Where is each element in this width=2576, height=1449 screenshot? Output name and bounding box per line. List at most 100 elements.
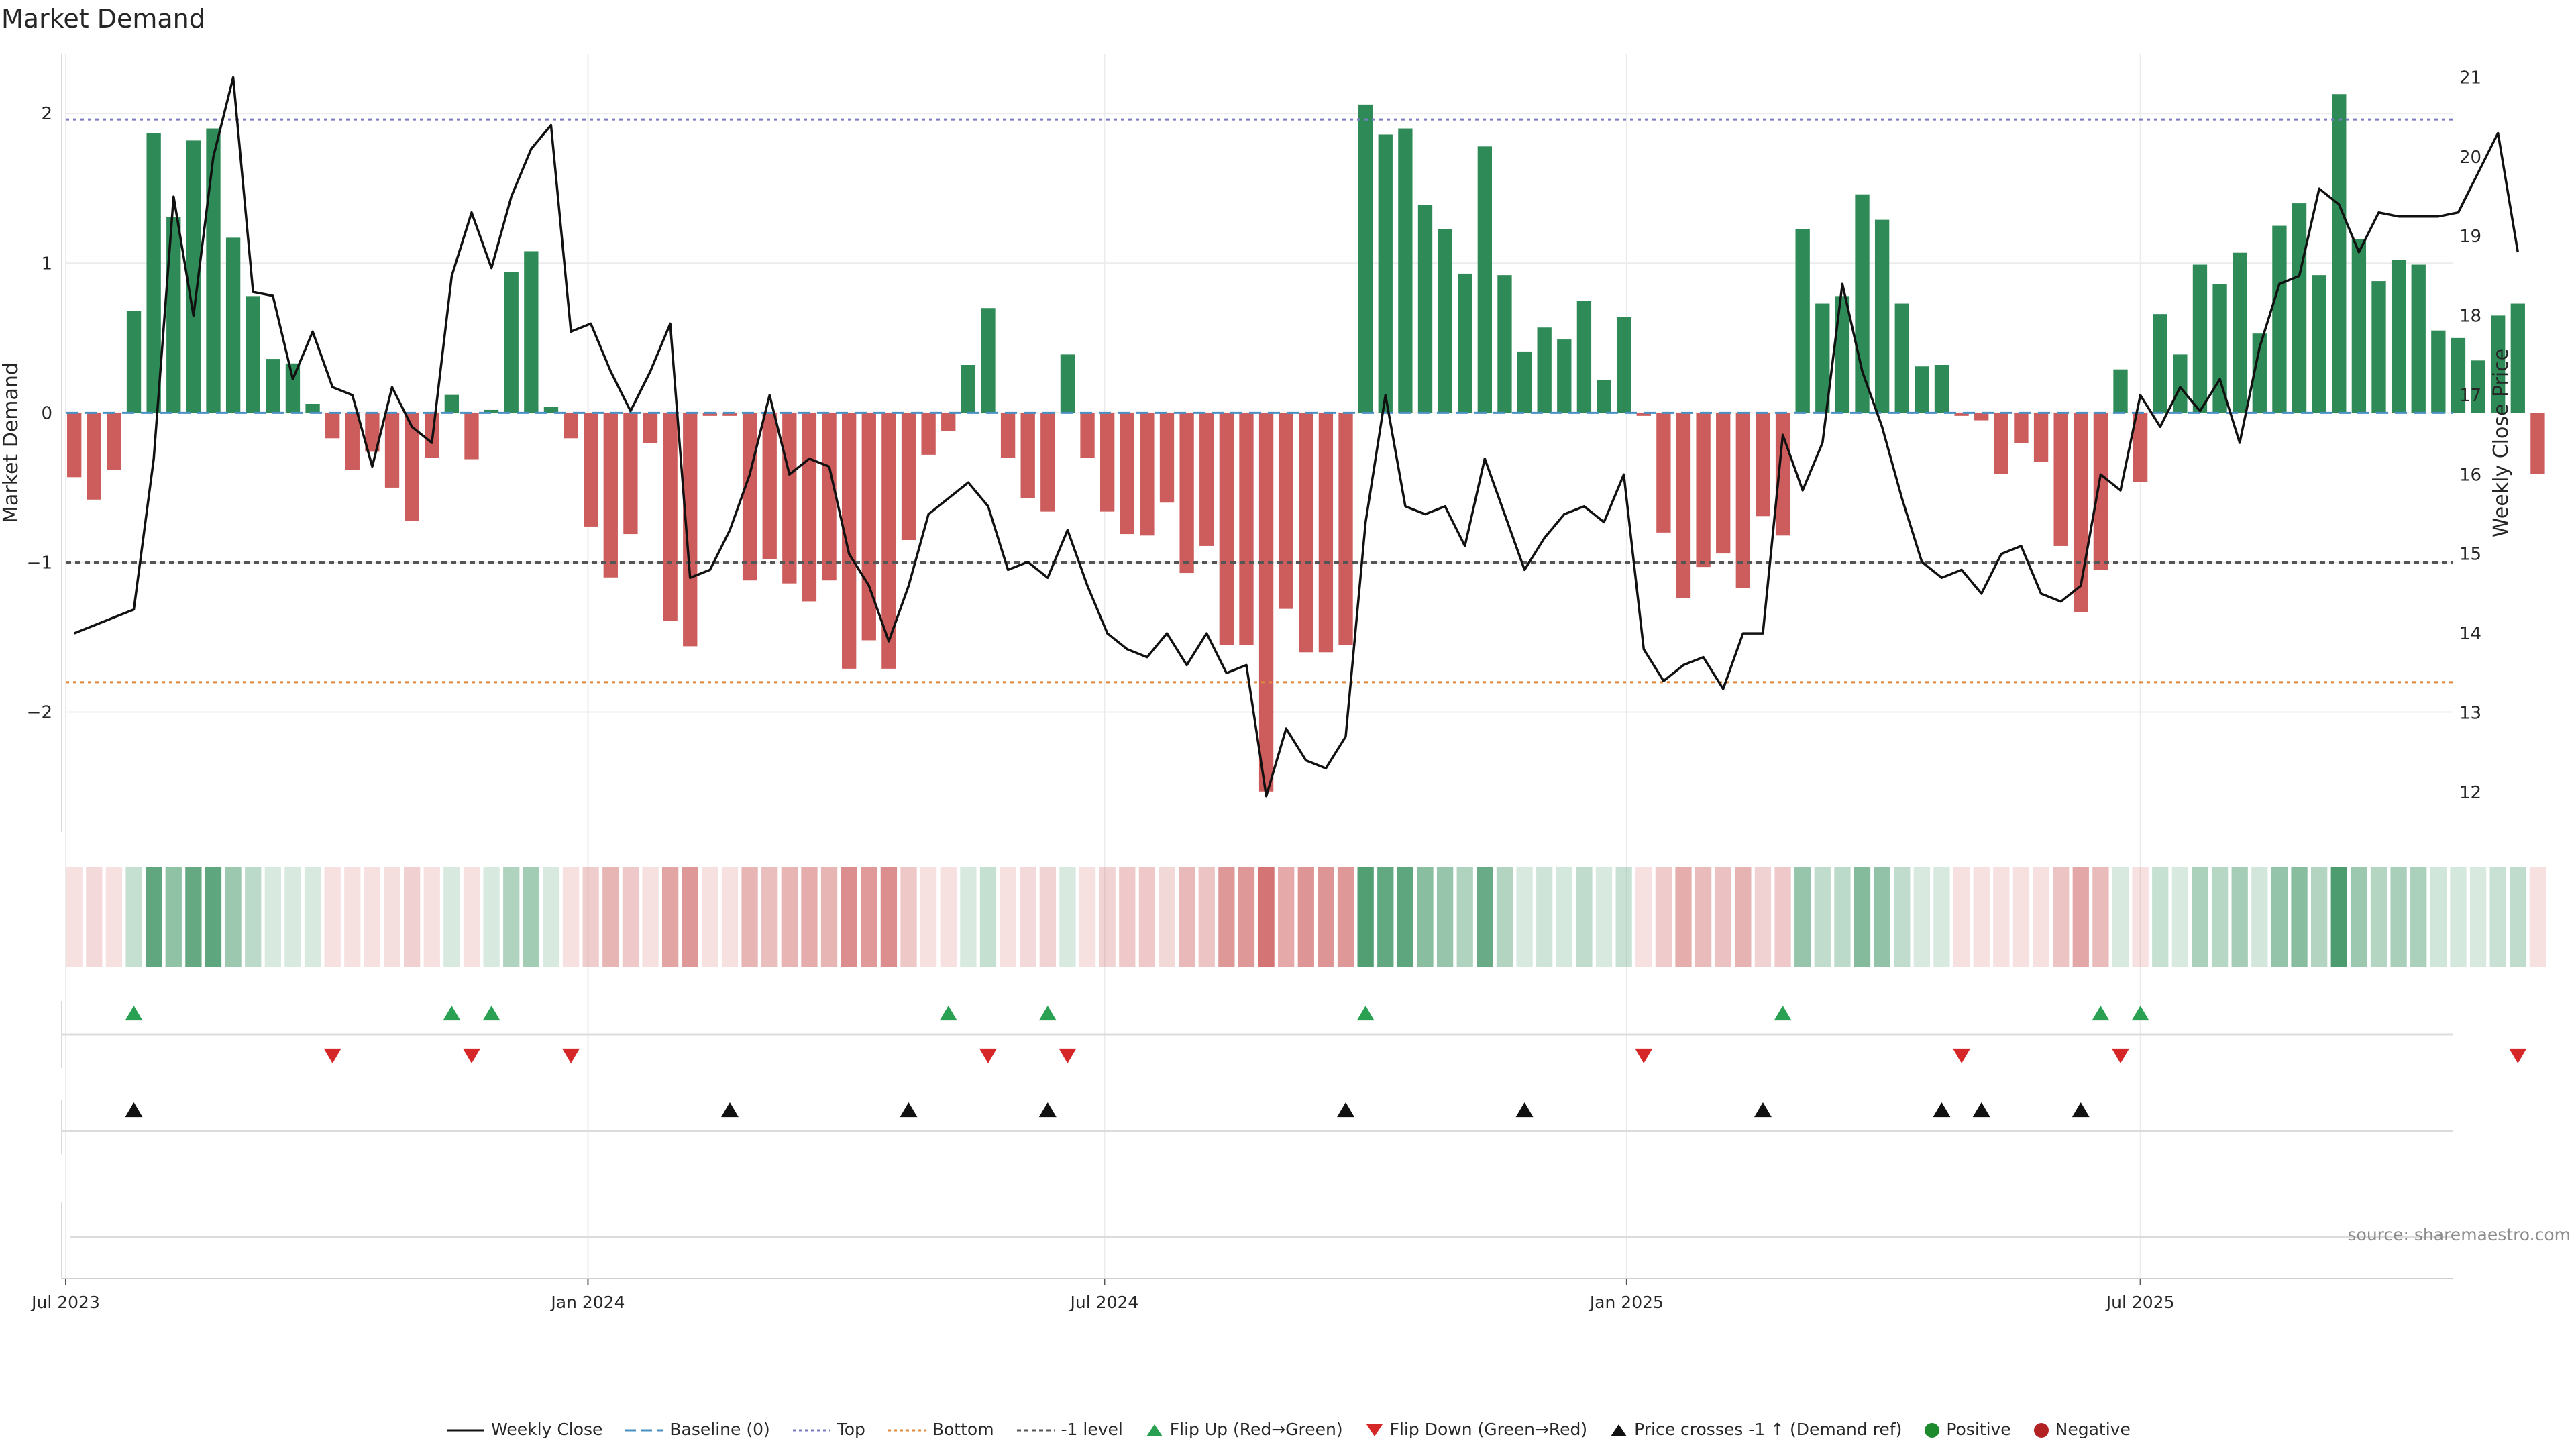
heat-cell: [2152, 867, 2169, 967]
legend-item-flip-up[interactable]: Flip Up (Red→Green): [1144, 1419, 1343, 1439]
heat-cell: [1516, 867, 1533, 967]
heat-cell: [960, 867, 977, 967]
demand-bar: [1140, 413, 1155, 536]
flip-down-marker: [1059, 1048, 1077, 1063]
demand-bar: [225, 237, 241, 413]
demand-bar: [2173, 354, 2188, 413]
heat-cell: [1477, 867, 1493, 967]
demand-bar: [1855, 194, 1870, 413]
demand-bar: [1179, 413, 1194, 574]
demand-bar: [742, 413, 757, 581]
legend-item-negative[interactable]: Negative: [2033, 1419, 2131, 1439]
legend-item-minus-one[interactable]: -1 level: [1016, 1419, 1123, 1439]
heat-cell: [105, 867, 123, 967]
demand-bar: [2371, 281, 2386, 413]
demand-bar: [1398, 128, 1413, 413]
heat-cell: [404, 867, 421, 967]
price-cross-marker: [900, 1102, 918, 1118]
dotted-line-swatch-icon: [888, 1429, 926, 1432]
heat-cell: [1973, 867, 1990, 967]
x-tick-label: Jul 2025: [2105, 1293, 2175, 1312]
heat-cell: [463, 867, 480, 967]
demand-bar: [1874, 219, 1890, 413]
heat-cell: [861, 867, 877, 967]
demand-bar: [722, 413, 737, 416]
demand-bar: [2113, 369, 2128, 413]
demand-bar: [107, 413, 121, 470]
demand-panel: [66, 76, 2545, 798]
legend-item-price-cross[interactable]: Price crosses -1 ↑ (Demand ref): [1609, 1419, 1902, 1439]
heat-cell: [2430, 867, 2447, 967]
heat-cell: [682, 867, 698, 967]
demand-bar: [2292, 203, 2307, 413]
demand-bar: [1835, 296, 1850, 413]
dashed-line-swatch-icon: [625, 1429, 663, 1432]
heat-cell: [1020, 867, 1036, 967]
demand-bar: [1497, 275, 1512, 413]
heat-cell: [1039, 867, 1056, 967]
demand-bar: [1994, 413, 2008, 474]
price-cross-marker: [1515, 1102, 1534, 1118]
legend-item-flip-down[interactable]: Flip Down (Green→Red): [1364, 1419, 1587, 1439]
flip-up-marker: [2131, 1006, 2149, 1021]
dashed-line-swatch-icon: [1016, 1429, 1055, 1432]
demand-bar: [762, 413, 777, 559]
demand-bar: [1279, 413, 1293, 609]
y-tick-label: −1: [27, 553, 52, 573]
flip-down-marker: [2509, 1048, 2527, 1063]
demand-bar: [981, 308, 996, 413]
heat-cell: [1218, 867, 1235, 967]
flip-up-marker: [125, 1006, 143, 1021]
demand-bar: [802, 413, 817, 602]
line-swatch-icon: [447, 1429, 485, 1432]
demand-bar: [444, 394, 460, 413]
flip-up-marker: [939, 1006, 957, 1021]
price-cross-marker: [1933, 1102, 1951, 1118]
x-tick-label: Jul 2024: [1069, 1293, 1139, 1312]
heat-cell: [979, 867, 997, 967]
heat-cell: [264, 867, 281, 967]
demand-bar: [1258, 413, 1274, 792]
flip-up-marker: [1356, 1006, 1375, 1021]
heat-cell: [1377, 867, 1394, 967]
heat-cell: [1278, 867, 1295, 967]
demand-bar: [504, 272, 519, 413]
demand-bar: [1636, 413, 1651, 416]
legend-item-bottom[interactable]: Bottom: [887, 1419, 994, 1439]
demand-bar: [2431, 330, 2446, 413]
heat-cell: [1894, 867, 1911, 967]
legend-item-weekly-close[interactable]: Weekly Close: [445, 1419, 602, 1439]
heat-cell: [1099, 867, 1116, 967]
demand-bar: [921, 413, 936, 455]
demand-bar: [166, 217, 181, 413]
chart-title: Market Demand: [1, 4, 205, 34]
flip-down-marker: [1953, 1048, 1971, 1063]
price-cross-marker: [1754, 1102, 1772, 1118]
y2-tick-label: 19: [2459, 227, 2481, 247]
legend-item-top[interactable]: Top: [792, 1419, 865, 1439]
demand-bar: [1417, 205, 1433, 413]
demand-bar: [1597, 380, 1611, 413]
y-tick-label: 0: [41, 403, 52, 423]
y-tick-label: −2: [27, 703, 52, 723]
heat-cell: [423, 867, 440, 967]
heat-cell: [284, 867, 301, 967]
demand-bar: [2233, 252, 2247, 413]
demand-bar: [1338, 413, 1353, 645]
heat-cell: [1079, 867, 1096, 967]
y2-tick-label: 14: [2459, 624, 2481, 644]
heat-cell: [920, 867, 937, 967]
flip-up-marker: [443, 1006, 461, 1021]
demand-bar: [1219, 413, 1234, 645]
demand-bar: [2451, 337, 2466, 413]
legend-item-baseline[interactable]: Baseline (0): [624, 1419, 770, 1439]
demand-bar: [861, 413, 876, 641]
heat-cell: [523, 867, 539, 967]
heat-cell: [661, 867, 679, 967]
demand-bar: [1438, 229, 1452, 413]
demand-bar: [524, 251, 539, 413]
price-cross-marker: [1038, 1102, 1057, 1118]
legend-item-positive[interactable]: Positive: [1923, 1419, 2011, 1439]
heat-cell: [1138, 867, 1156, 967]
heat-cell: [741, 867, 758, 967]
